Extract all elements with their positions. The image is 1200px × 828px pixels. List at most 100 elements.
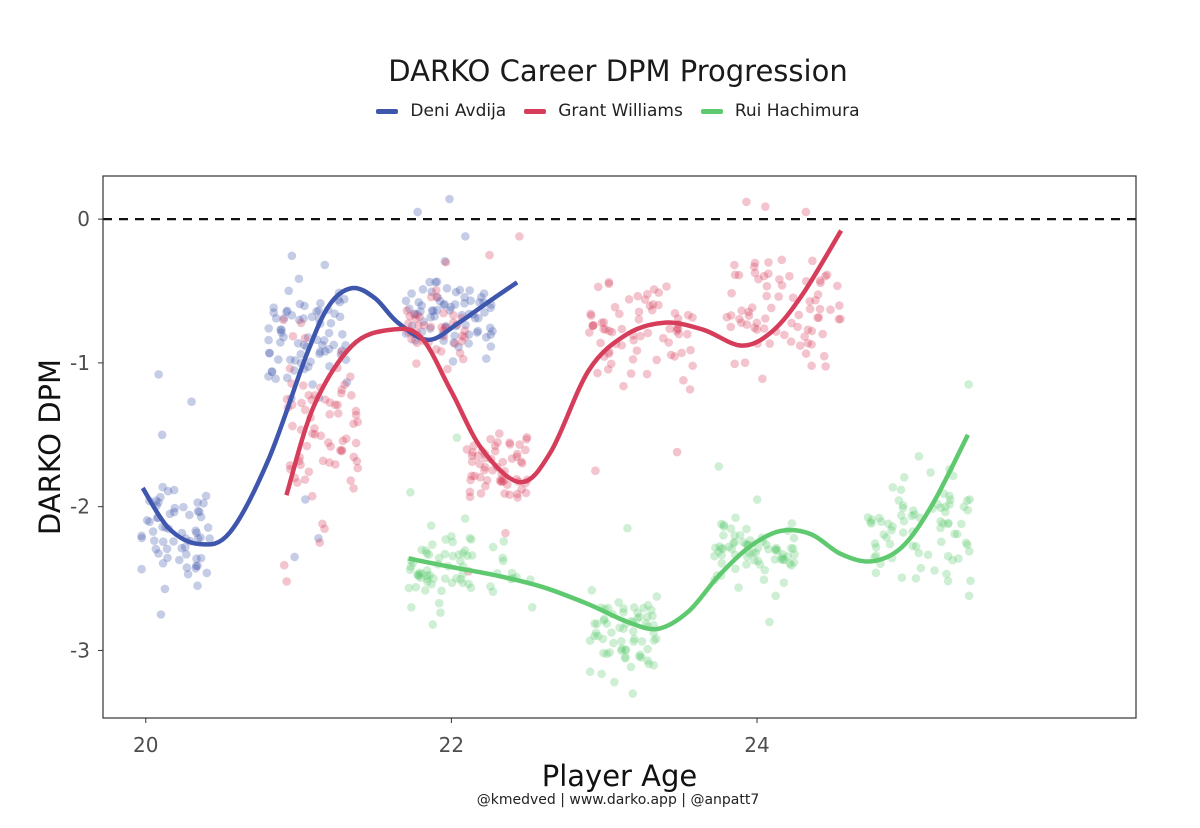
data-point-rui-hachimura — [499, 537, 509, 546]
data-point-rui-hachimura — [426, 521, 436, 530]
data-point-deni-avdija — [264, 372, 273, 381]
data-point-grant-williams — [497, 474, 506, 484]
data-point-grant-williams — [807, 361, 816, 371]
data-point-rui-hachimura — [786, 543, 796, 553]
data-point-deni-avdija — [318, 340, 327, 350]
data-point-grant-williams — [411, 314, 420, 324]
data-point-deni-avdija — [273, 355, 283, 364]
data-point-grant-williams — [333, 409, 343, 418]
data-point-rui-hachimura — [647, 605, 656, 615]
trend-line-deni-avdija — [140, 280, 519, 547]
data-point-deni-avdija — [199, 498, 208, 508]
data-point-grant-williams — [490, 441, 500, 451]
data-point-grant-williams — [432, 344, 441, 354]
data-point-grant-williams — [803, 325, 813, 334]
data-point-rui-hachimura — [950, 529, 959, 539]
data-point-grant-williams — [490, 446, 500, 456]
data-point-deni-avdija — [488, 326, 497, 336]
data-point-rui-hachimura — [716, 544, 726, 553]
plot-panel-border — [102, 175, 1137, 719]
data-point-grant-williams — [505, 440, 515, 449]
data-point-deni-avdija — [196, 512, 206, 522]
data-point-rui-hachimura — [789, 558, 799, 567]
data-point-rui-hachimura — [764, 544, 773, 554]
data-point-grant-williams — [795, 341, 805, 350]
data-point-rui-hachimura — [527, 602, 537, 612]
data-point-rui-hachimura — [633, 614, 642, 623]
data-point-rui-hachimura — [610, 677, 619, 687]
data-point-rui-hachimura — [414, 571, 423, 581]
data-point-deni-avdija — [170, 503, 180, 513]
data-point-grant-williams — [320, 395, 330, 404]
data-point-rui-hachimura — [413, 570, 422, 579]
data-point-grant-williams — [596, 338, 605, 348]
data-point-grant-williams — [325, 458, 334, 467]
data-point-grant-williams — [591, 466, 600, 476]
data-point-rui-hachimura — [602, 649, 612, 659]
data-point-grant-williams — [762, 281, 772, 291]
data-point-rui-hachimura — [908, 541, 918, 551]
data-point-deni-avdija — [279, 314, 289, 323]
data-point-deni-avdija — [418, 284, 428, 294]
data-point-rui-hachimura — [907, 511, 917, 521]
data-point-rui-hachimura — [898, 528, 908, 537]
data-point-grant-williams — [496, 477, 506, 486]
data-point-rui-hachimura — [936, 523, 945, 533]
data-point-grant-williams — [476, 489, 486, 498]
data-point-grant-williams — [762, 291, 771, 301]
data-point-deni-avdija — [324, 344, 334, 354]
data-point-deni-avdija — [160, 584, 170, 594]
data-point-deni-avdija — [450, 300, 460, 309]
data-point-rui-hachimura — [614, 598, 623, 607]
data-point-rui-hachimura — [755, 560, 765, 569]
data-point-grant-williams — [658, 333, 668, 343]
data-point-rui-hachimura — [923, 550, 933, 560]
data-point-grant-williams — [300, 333, 310, 343]
data-point-grant-williams — [605, 326, 614, 336]
data-point-grant-williams — [517, 484, 526, 494]
data-point-deni-avdija — [308, 380, 317, 389]
data-point-grant-williams — [503, 480, 512, 490]
data-point-rui-hachimura — [488, 587, 498, 596]
data-point-grant-williams — [443, 364, 452, 374]
data-point-deni-avdija — [181, 550, 191, 559]
data-point-rui-hachimura — [867, 515, 877, 524]
data-point-grant-williams — [834, 314, 844, 324]
data-point-grant-williams — [300, 475, 310, 484]
data-point-grant-williams — [467, 471, 476, 481]
data-point-grant-williams — [457, 331, 467, 341]
data-point-grant-williams — [801, 349, 811, 358]
data-point-grant-williams — [298, 381, 308, 390]
data-point-rui-hachimura — [937, 537, 946, 547]
data-point-rui-hachimura — [914, 548, 924, 558]
data-point-rui-hachimura — [652, 592, 662, 601]
data-point-rui-hachimura — [466, 535, 476, 544]
data-point-rui-hachimura — [770, 545, 780, 554]
data-point-grant-williams — [645, 301, 655, 311]
data-point-grant-williams — [410, 310, 419, 319]
data-point-rui-hachimura — [407, 602, 416, 612]
data-point-rui-hachimura — [463, 551, 472, 560]
data-point-deni-avdija — [293, 339, 303, 348]
data-point-deni-avdija — [425, 277, 434, 287]
data-point-rui-hachimura — [598, 634, 608, 644]
data-point-grant-williams — [346, 372, 355, 381]
data-point-rui-hachimura — [779, 555, 789, 565]
y-tick-label: -3 — [70, 638, 90, 662]
data-point-grant-williams — [617, 341, 627, 350]
data-point-rui-hachimura — [887, 525, 896, 535]
data-point-grant-williams — [722, 312, 732, 322]
data-point-deni-avdija — [282, 306, 292, 316]
data-point-grant-williams — [654, 288, 664, 297]
data-point-deni-avdija — [296, 349, 306, 359]
data-point-rui-hachimura — [460, 514, 470, 523]
legend: Deni Avdija Grant Williams Rui Hachimura — [0, 101, 1200, 121]
data-point-rui-hachimura — [630, 634, 639, 644]
data-point-grant-williams — [807, 326, 817, 336]
data-point-grant-williams — [816, 278, 825, 288]
data-point-rui-hachimura — [416, 573, 426, 583]
data-point-grant-williams — [336, 388, 346, 398]
data-point-rui-hachimura — [898, 503, 908, 513]
data-point-rui-hachimura — [941, 502, 950, 512]
data-point-deni-avdija — [163, 553, 172, 563]
